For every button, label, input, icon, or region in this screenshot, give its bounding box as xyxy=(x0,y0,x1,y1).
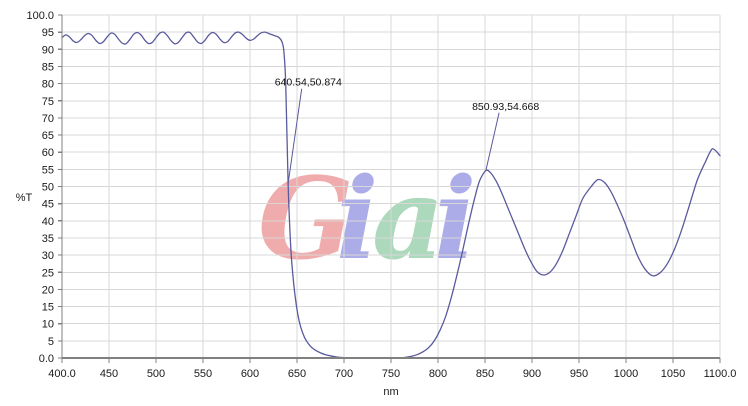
y-axis-tick-label: 100.0 xyxy=(26,10,54,22)
annotation-label: 640.54,50.874 xyxy=(275,77,342,89)
y-axis-tick-label: 25 xyxy=(42,267,54,279)
x-axis-tick-label: 650 xyxy=(288,368,306,380)
vertical-gridlines xyxy=(61,15,721,358)
y-axis-tick-label: 40 xyxy=(42,216,54,228)
y-axis-tick-label: 60 xyxy=(42,147,54,159)
y-axis-tick-label: 20 xyxy=(42,284,54,296)
x-axis-title: nm xyxy=(383,386,398,398)
y-axis-tick-label: 45 xyxy=(42,199,54,211)
x-axis-tick-label: 700 xyxy=(335,368,353,380)
y-axis-tick-label: 75 xyxy=(42,96,54,108)
y-axis-tick-label: 0.0 xyxy=(39,353,54,365)
y-axis-tick-label: 5 xyxy=(48,336,54,348)
watermark-letter: i xyxy=(336,154,379,285)
y-axis-tick-label: 50 xyxy=(42,182,54,194)
x-axis-tick-label: 800 xyxy=(429,368,447,380)
x-axis-tick-label: 1000 xyxy=(614,368,638,380)
x-axis-tick-label: 550 xyxy=(194,368,212,380)
annotation-leader-line xyxy=(485,112,500,171)
data-point-annotation: 850.93,54.668 xyxy=(472,101,539,171)
x-axis-tick-label: 750 xyxy=(382,368,400,380)
y-axis-tick-label: 95 xyxy=(42,27,54,39)
x-axis-tick-label: 600 xyxy=(241,368,259,380)
y-axis-tick-label: 70 xyxy=(42,113,54,125)
x-axis-tick-label: 850 xyxy=(476,368,494,380)
x-axis-tick-label: 400.0 xyxy=(48,368,76,380)
x-axis-tick-label: 900 xyxy=(523,368,541,380)
y-axis-tick-label: 30 xyxy=(42,250,54,262)
annotation-leader-line xyxy=(287,88,303,184)
x-axis-tick-label: 1100.0 xyxy=(704,368,737,380)
y-axis-tick-labels: 0.0 5 10 15 20 25 30 35 40 45 50 55 60 65 70 75 80 85 90 95… xyxy=(26,10,62,365)
watermark-letter: a xyxy=(372,154,445,285)
y-axis-tick-label: 55 xyxy=(42,164,54,176)
y-axis-tick-label: 65 xyxy=(42,130,54,142)
annotation-label: 850.93,54.668 xyxy=(472,101,539,113)
y-axis-tick-label: 80 xyxy=(42,79,54,91)
y-axis-tick-label: 10 xyxy=(42,319,54,331)
x-axis-tick-label: 450 xyxy=(100,368,118,380)
x-axis-tick-labels: 400.0 450 500 550 600 650 700 750 800 850 900 950 10… xyxy=(48,358,736,380)
x-axis-tick-label: 950 xyxy=(570,368,588,380)
transmission-curve xyxy=(61,31,721,359)
data-point-annotation: 640.54,50.874 xyxy=(275,77,342,184)
watermark-letter: G xyxy=(258,154,354,285)
y-axis-tick-label: 85 xyxy=(42,61,54,73)
y-axis-tick-label: 90 xyxy=(42,44,54,56)
x-axis-tick-label: 1050 xyxy=(661,368,685,380)
x-axis-tick-label: 500 xyxy=(147,368,165,380)
y-axis-tick-label: 35 xyxy=(42,233,54,245)
y-axis-tick-label: 15 xyxy=(42,302,54,314)
y-axis-title: %T xyxy=(16,192,33,204)
